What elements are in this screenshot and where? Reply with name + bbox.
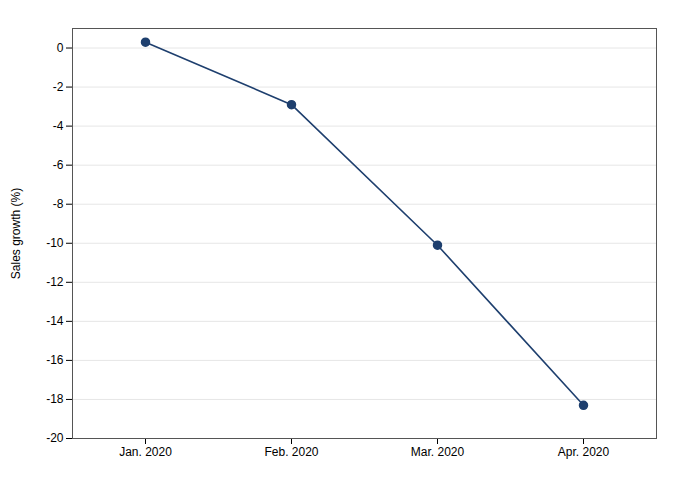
svg-text:-20: -20 (46, 431, 64, 445)
svg-text:-8: -8 (53, 197, 64, 211)
svg-text:-2: -2 (53, 80, 64, 94)
svg-text:Mar. 2020: Mar. 2020 (411, 445, 465, 459)
svg-text:Sales growth (%): Sales growth (%) (9, 188, 23, 279)
svg-text:0: 0 (57, 41, 64, 55)
svg-text:-12: -12 (46, 275, 64, 289)
svg-text:-6: -6 (53, 158, 64, 172)
svg-text:-4: -4 (53, 119, 64, 133)
svg-text:-14: -14 (46, 314, 64, 328)
svg-text:-18: -18 (46, 392, 64, 406)
svg-text:Feb. 2020: Feb. 2020 (264, 445, 318, 459)
svg-text:Apr. 2020: Apr. 2020 (558, 445, 610, 459)
svg-text:Jan. 2020: Jan. 2020 (119, 445, 172, 459)
svg-text:-16: -16 (46, 353, 64, 367)
svg-text:-10: -10 (46, 236, 64, 250)
